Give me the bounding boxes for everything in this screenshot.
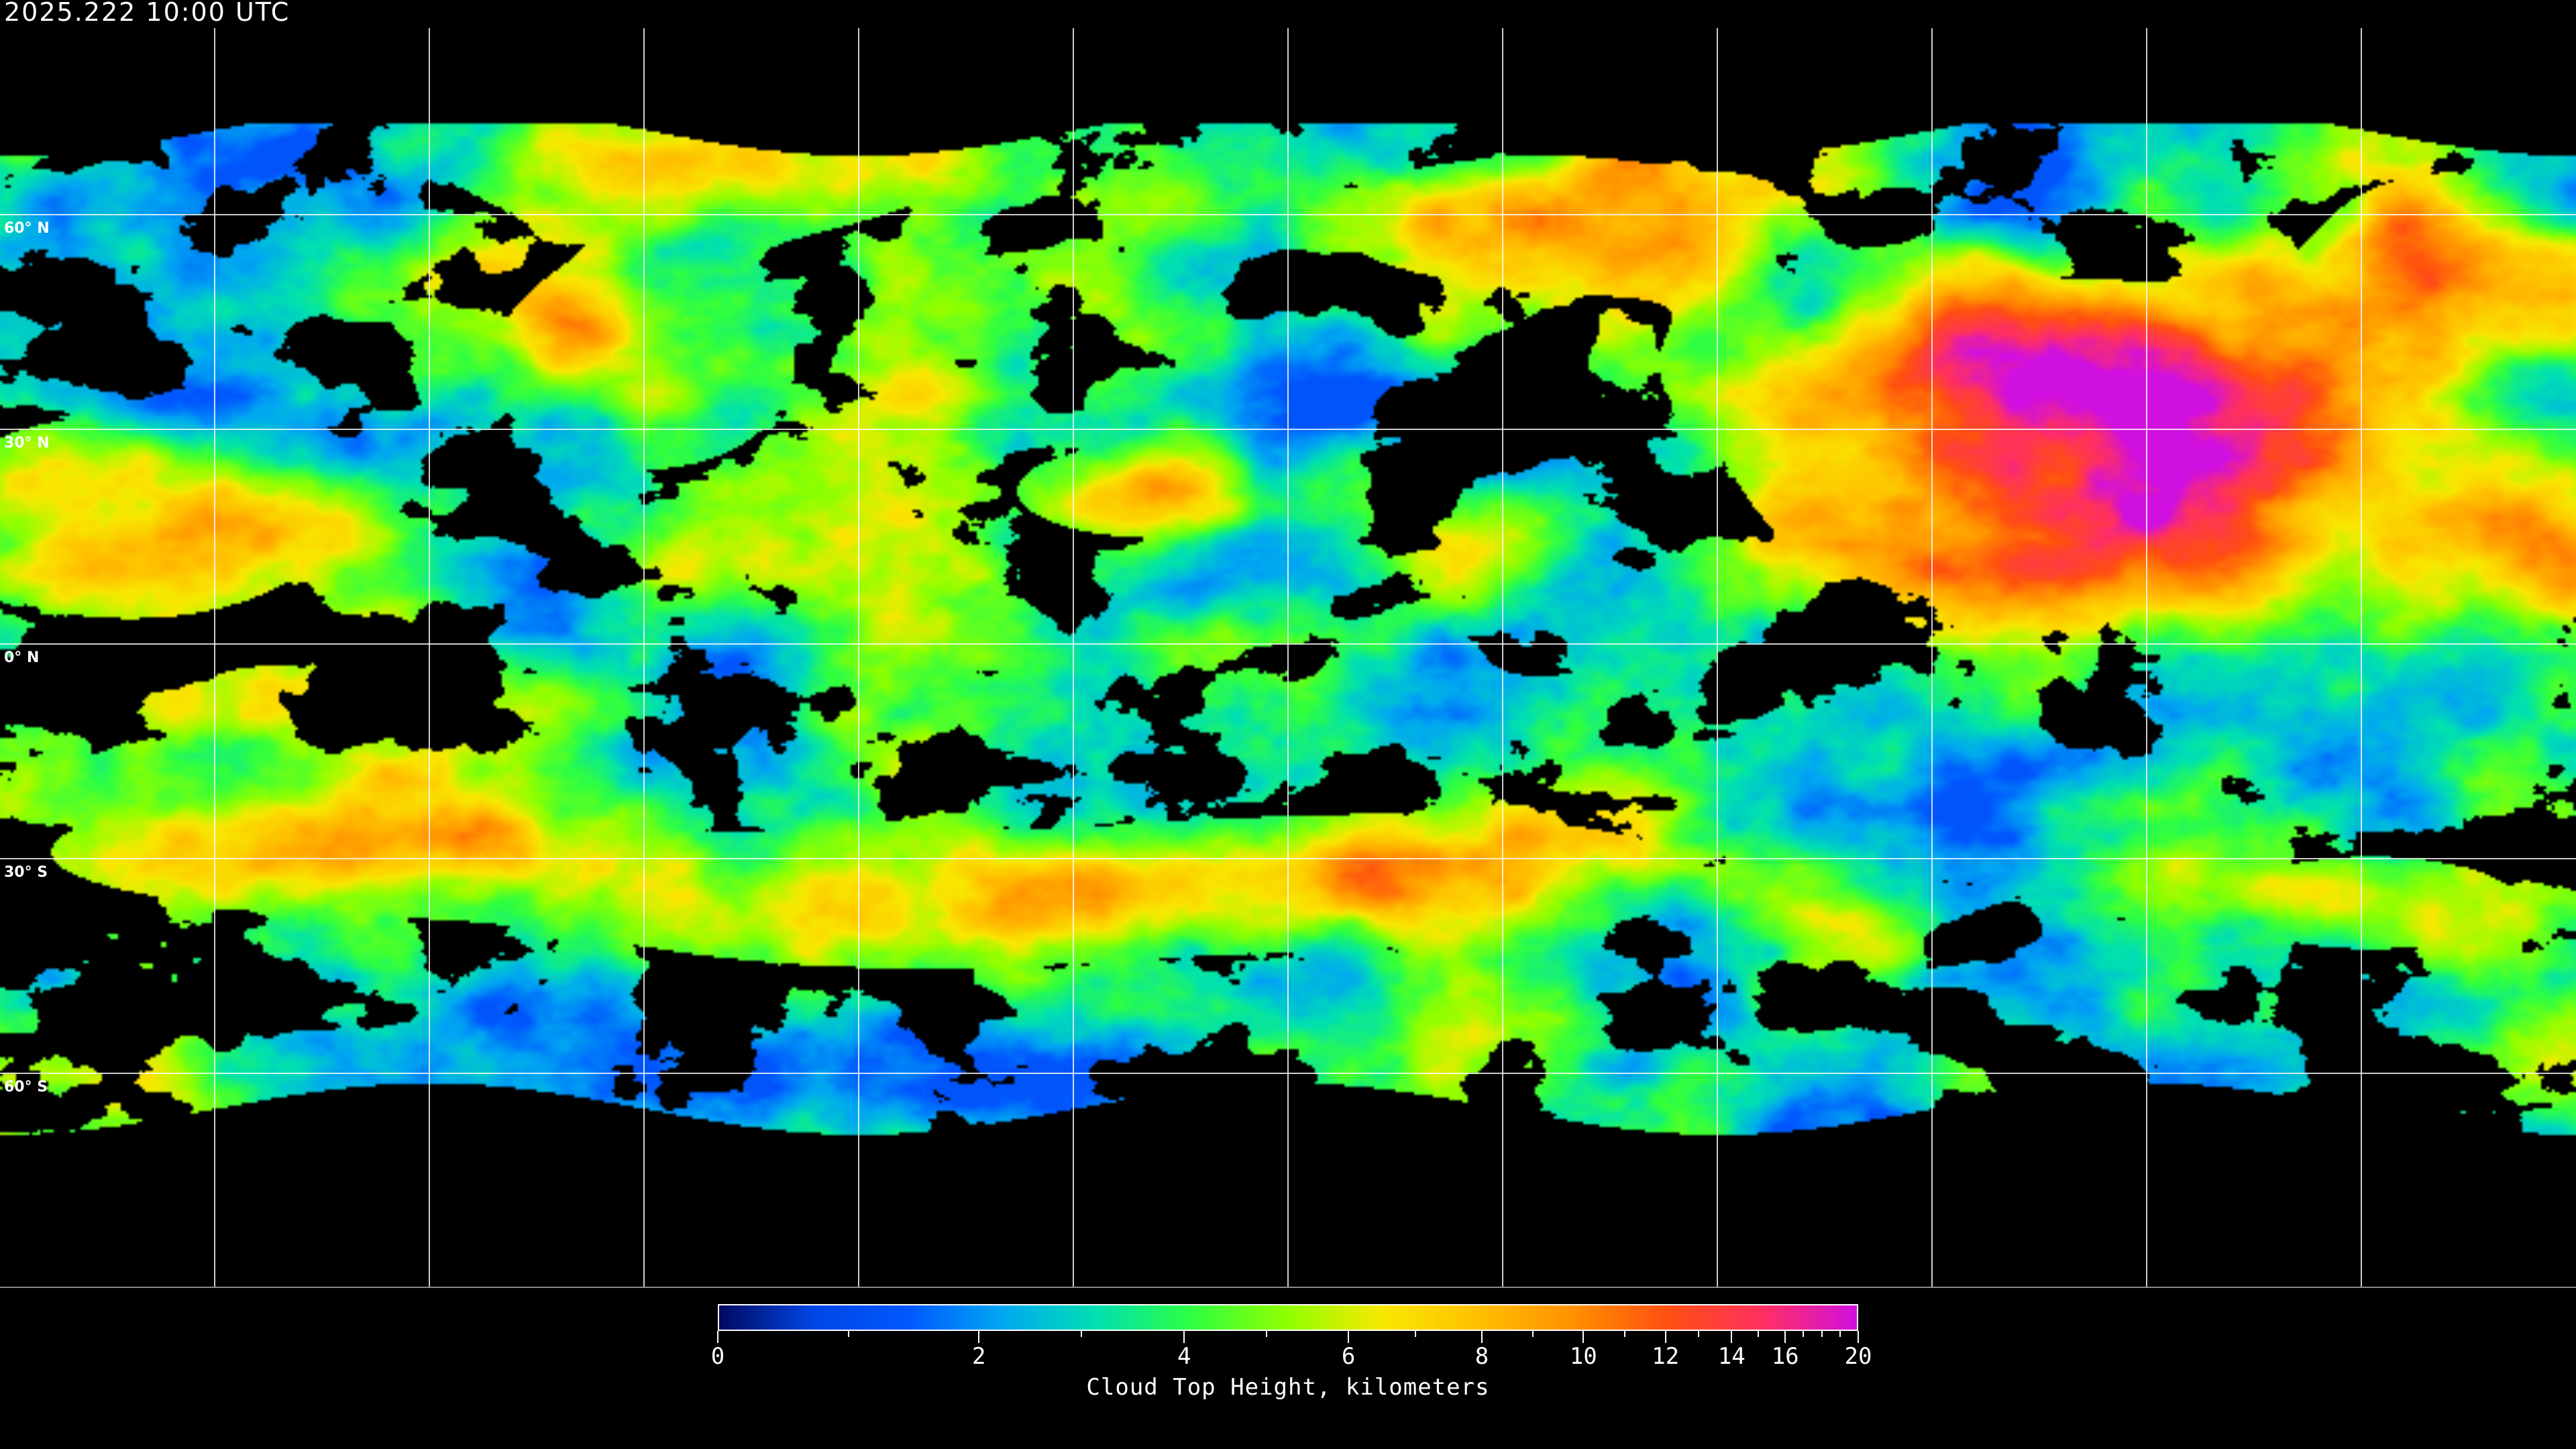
tick-label: 6	[1341, 1343, 1356, 1370]
minor-tick	[1758, 1331, 1760, 1337]
latitude-label: 60° N	[4, 220, 50, 237]
latitude-label: 30° N	[4, 435, 50, 451]
major-tick	[1582, 1331, 1585, 1343]
major-tick	[978, 1331, 980, 1343]
latitude-label: 30° S	[4, 864, 48, 881]
major-tick	[1348, 1331, 1350, 1343]
minor-tick	[1839, 1331, 1841, 1337]
minor-tick	[1532, 1331, 1534, 1337]
minor-tick	[1821, 1331, 1823, 1337]
major-tick	[1858, 1331, 1859, 1343]
minor-tick	[1414, 1331, 1416, 1337]
tick-label: 0	[710, 1343, 725, 1370]
tick-label: 2	[972, 1343, 986, 1370]
major-tick	[1731, 1331, 1733, 1343]
latitude-label: 0° N	[4, 649, 40, 666]
colorbar	[718, 1304, 1858, 1331]
major-tick	[717, 1331, 718, 1343]
minor-tick	[847, 1331, 849, 1337]
major-tick	[1183, 1331, 1185, 1343]
minor-tick	[1265, 1331, 1267, 1337]
tick-label: 14	[1717, 1343, 1746, 1370]
minor-tick	[1081, 1331, 1083, 1337]
tick-label: 12	[1652, 1343, 1680, 1370]
minor-tick	[1698, 1331, 1699, 1337]
lat-lon-grid	[0, 28, 2576, 1288]
latitude-label: 60° S	[4, 1079, 48, 1095]
minor-tick	[1803, 1331, 1805, 1337]
colorbar-label: Cloud Top Height, kilometers	[1086, 1374, 1490, 1401]
major-tick	[1664, 1331, 1666, 1343]
map-border	[0, 1287, 2576, 1288]
colorbar-ticks	[0, 1331, 2576, 1385]
cloud-top-height-map	[0, 0, 2576, 1288]
timestamp-title: 2025.222 10:00 UTC	[4, 0, 290, 27]
tick-label: 8	[1474, 1343, 1489, 1370]
major-tick	[1481, 1331, 1483, 1343]
major-tick	[1784, 1331, 1786, 1343]
minor-tick	[1623, 1331, 1625, 1337]
tick-label: 10	[1569, 1343, 1597, 1370]
tick-label: 4	[1177, 1343, 1191, 1370]
tick-label: 16	[1771, 1343, 1799, 1370]
tick-label: 20	[1844, 1343, 1872, 1370]
